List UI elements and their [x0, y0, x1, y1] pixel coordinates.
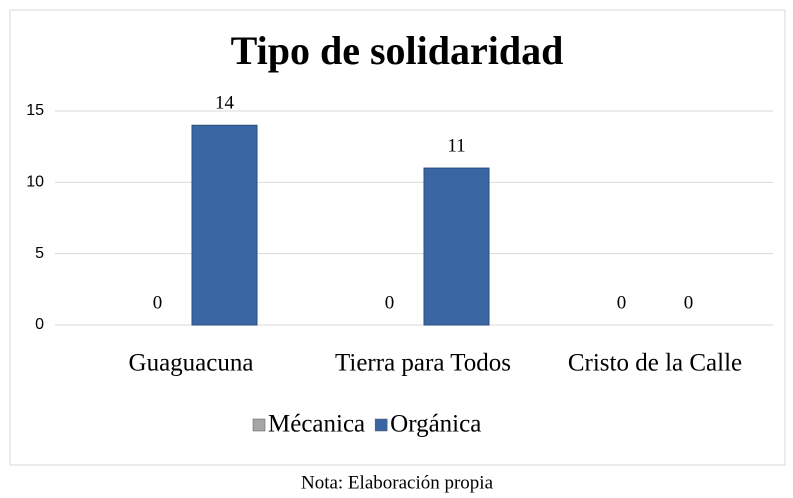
legend-swatch [374, 418, 388, 432]
x-tick-label: Cristo de la Calle [568, 350, 742, 377]
data-label: 0 [684, 292, 694, 313]
legend-label: Mécanica [268, 411, 365, 438]
data-label: 0 [617, 292, 627, 313]
y-tick-label: 5 [35, 245, 44, 262]
x-tick-label: Tierra para Todos [335, 350, 511, 377]
bar [191, 124, 258, 326]
legend-swatch [252, 418, 266, 432]
y-tick-label: 10 [26, 174, 44, 191]
data-label: 14 [215, 93, 235, 114]
y-tick-label: 0 [35, 316, 44, 333]
chart-border [9, 9, 786, 466]
y-tick-label: 15 [26, 102, 44, 119]
chart-title: Tipo de solidaridad [231, 28, 564, 73]
note: Nota: Elaboración propia [301, 472, 494, 493]
data-label: 0 [153, 292, 163, 313]
data-label: 11 [447, 135, 465, 156]
x-tick-label: Guaguacuna [129, 350, 254, 377]
legend-label: Orgánica [390, 411, 481, 438]
bar [423, 167, 490, 326]
data-label: 0 [385, 292, 395, 313]
